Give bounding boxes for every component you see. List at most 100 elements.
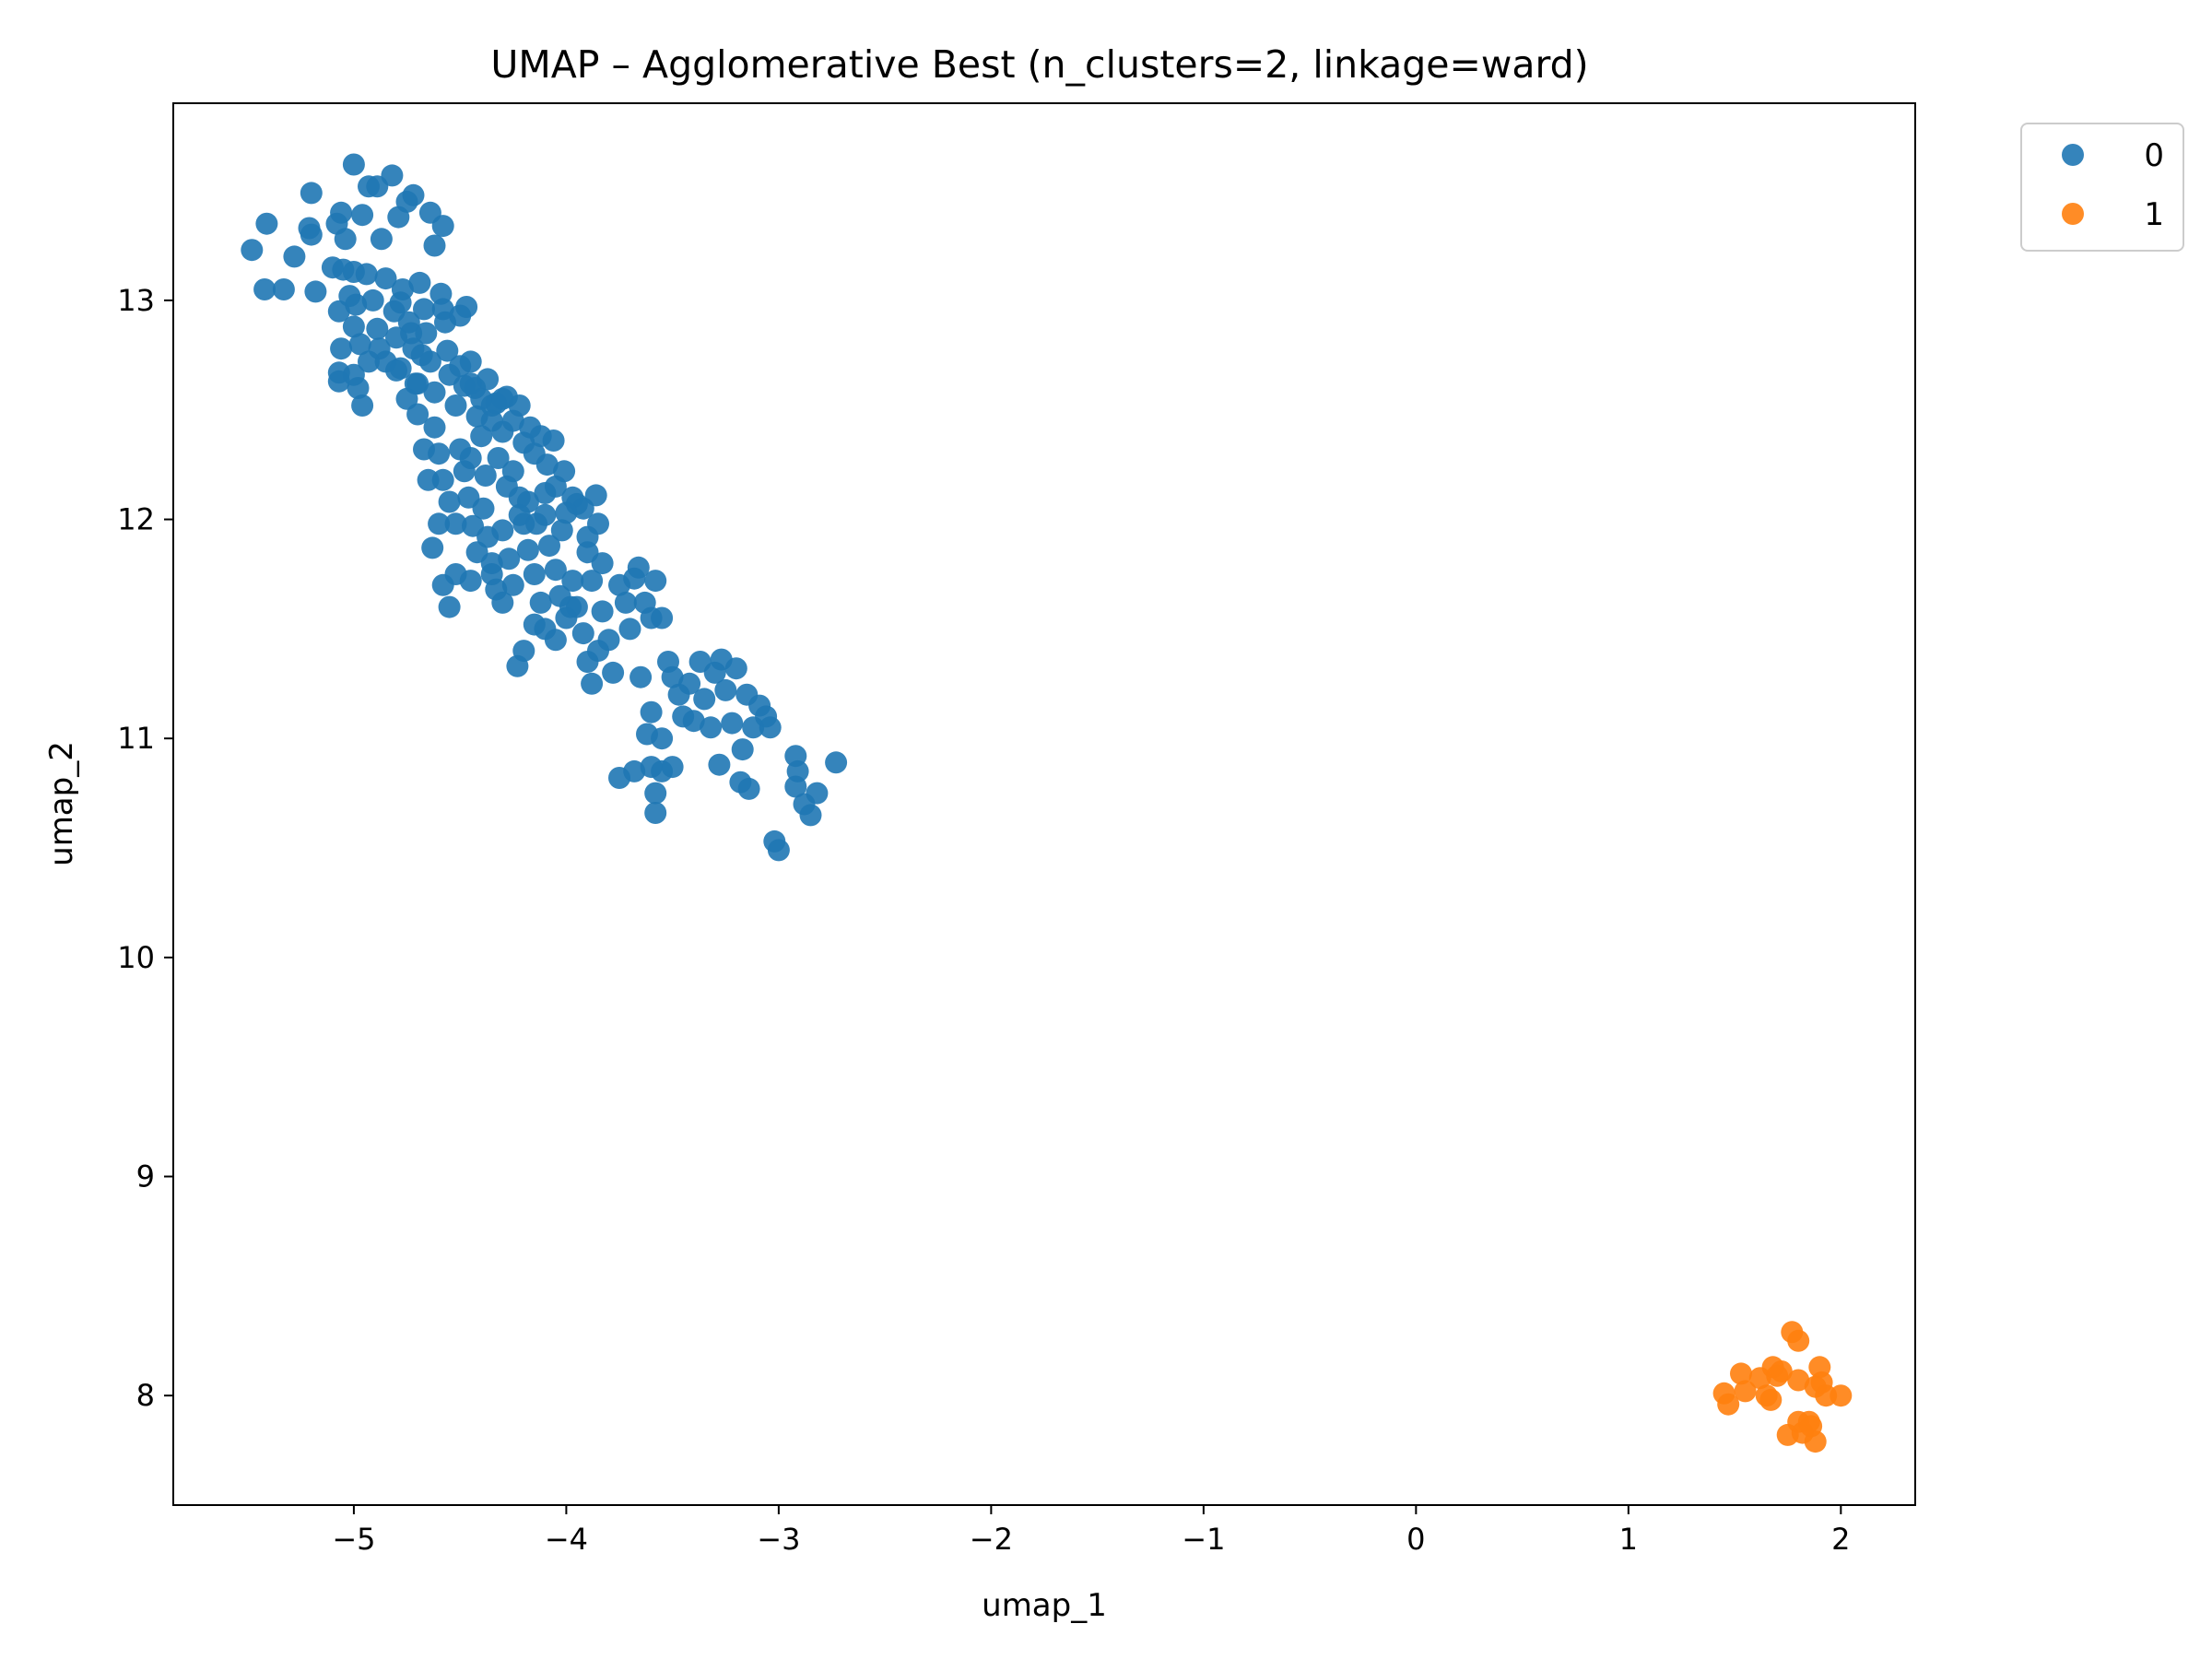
point-series-0 [417,468,440,491]
point-series-0 [806,782,829,805]
x-axis-label: umap_1 [982,1587,1107,1624]
point-series-0 [550,519,573,542]
y-axis: 8 9 10 11 12 13 [117,283,173,1413]
point-series-0 [345,293,368,316]
point-series-0 [693,688,716,711]
point-series-0 [544,629,567,652]
point-series-0 [714,678,737,701]
point-series-0 [627,556,650,579]
point-series-0 [542,429,565,452]
point-series-0 [618,618,641,641]
point-series-0 [767,839,790,862]
point-series-0 [351,394,374,417]
x-tick-label: −5 [332,1522,375,1557]
point-series-0 [487,447,510,469]
point-series-0 [825,751,848,774]
point-series-1 [1804,1430,1827,1453]
y-axis-label: umap_2 [43,741,80,866]
point-series-0 [253,278,276,300]
point-series-0 [682,710,705,733]
point-series-0 [516,490,539,513]
point-series-0 [370,228,393,251]
point-series-0 [300,223,323,246]
point-series-0 [799,804,822,827]
point-series-0 [561,570,584,593]
point-series-0 [438,490,461,513]
point-series-0 [342,315,365,338]
x-tick-label: 0 [1406,1522,1425,1557]
x-tick-label: −2 [970,1522,1013,1557]
point-series-0 [347,377,370,399]
plot-area [241,153,1853,1453]
point-series-0 [534,503,557,526]
point-series-0 [421,536,444,559]
point-series-1 [1730,1362,1752,1385]
point-series-1 [1787,1329,1810,1352]
point-series-0 [330,201,353,224]
point-series-0 [584,484,607,507]
x-tick-label: −4 [545,1522,588,1557]
point-series-0 [553,460,576,483]
point-series-0 [640,756,663,779]
y-tick-label: 8 [136,1378,155,1413]
point-series-0 [591,552,614,575]
point-series-0 [423,381,446,404]
axes-frame [172,102,1916,1506]
point-series-0 [358,350,380,373]
point-series-0 [361,288,384,312]
point-series-1 [1759,1388,1783,1411]
y-tick-label: 11 [117,721,155,756]
point-series-0 [355,263,378,286]
point-series-0 [413,298,435,321]
point-series-0 [470,425,493,448]
point-series-0 [661,665,684,688]
point-series-0 [737,777,760,800]
point-series-0 [508,394,531,417]
y-tick-label: 13 [117,283,155,318]
point-series-0 [724,657,747,680]
point-series-0 [538,535,560,558]
point-series-0 [300,182,323,205]
point-series-0 [559,595,582,618]
point-series-0 [428,512,451,535]
point-series-0 [408,271,431,294]
point-series-0 [283,245,306,268]
point-series-0 [501,573,524,596]
point-series-0 [410,344,433,367]
point-series-0 [501,460,524,483]
point-series-0 [255,212,278,235]
point-series-0 [491,519,514,542]
point-series-0 [759,716,782,739]
point-series-0 [334,228,357,251]
legend-marker-1 [2062,203,2084,225]
point-series-1 [1787,1369,1810,1392]
point-series-0 [423,234,446,257]
legend-box [2020,123,2184,252]
point-series-0 [602,661,625,684]
point-series-0 [406,403,429,426]
point-series-0 [474,465,497,487]
point-series-0 [498,547,521,571]
point-series-0 [523,613,546,636]
point-series-0 [581,570,604,593]
point-series-0 [374,267,397,290]
point-series-0 [381,164,404,187]
x-tick-label: −1 [1182,1522,1225,1557]
point-series-0 [544,559,567,582]
point-series-0 [431,298,454,321]
point-series-0 [614,591,637,614]
legend: 01 [2020,123,2184,252]
point-series-0 [444,394,467,417]
point-series-0 [449,355,472,378]
point-series-0 [576,525,599,548]
point-series-0 [477,368,500,391]
point-series-0 [700,716,723,739]
y-tick-label: 12 [117,502,155,537]
point-series-0 [385,359,407,382]
point-series-0 [529,591,552,614]
x-axis: −5 −4 −3 −2 −1 0 1 2 [332,1505,1851,1557]
point-series-0 [431,215,454,238]
point-series-0 [366,317,389,340]
point-series-0 [651,606,674,629]
point-series-0 [413,438,435,461]
